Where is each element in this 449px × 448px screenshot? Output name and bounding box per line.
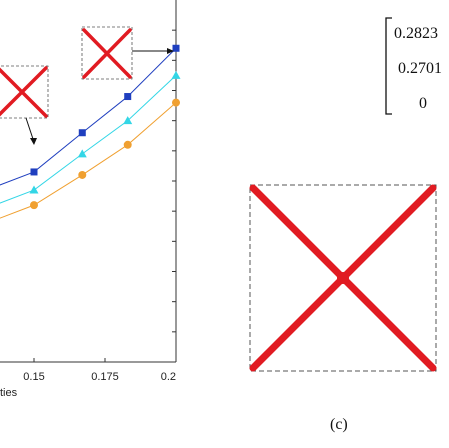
inset-cross-top: [81, 26, 133, 80]
y-tick-marks: [172, 29, 176, 333]
matrix-fragment: 0.2823 0.2701 0: [385, 17, 442, 115]
data-point-square: [78, 129, 86, 137]
x-axis-label: ties: [0, 387, 18, 399]
data-point-circle: [123, 140, 132, 149]
data-point-circle: [78, 170, 87, 179]
data-point-triangle: [77, 149, 87, 158]
line-chart: 0.15 0.175 0.2 ties: [0, 0, 181, 399]
data-point-triangle: [171, 70, 181, 79]
arrow-top-head: [167, 48, 174, 54]
matrix-row-2: 0.2701: [398, 60, 442, 77]
matrix-row-3: 0: [419, 95, 427, 112]
series-line-1: [0, 75, 177, 204]
x-tick-label: 0.2: [161, 371, 176, 383]
x-ticks: 0.15 0.175 0.2: [23, 358, 177, 383]
data-point-square: [124, 93, 132, 101]
data-point-square: [172, 44, 180, 52]
data-point-triangle: [123, 116, 133, 125]
data-point-circle: [172, 98, 180, 107]
matrix-row-1: 0.2823: [394, 25, 438, 42]
data-point-circle: [30, 201, 38, 210]
arrow-left-head: [30, 138, 37, 145]
panel-c-frame: [249, 184, 437, 372]
inset-cross-left: [0, 65, 49, 119]
panel-c-caption: (c): [330, 416, 348, 433]
matrix-left-bracket: [385, 17, 392, 115]
series-layer: [0, 44, 181, 219]
x-tick-label: 0.15: [23, 371, 44, 383]
data-point-square: [30, 168, 38, 176]
cross-joint: [337, 272, 349, 284]
x-tick-label: 0.175: [91, 371, 119, 383]
data-point-triangle: [29, 185, 39, 194]
panel-c-cross: [249, 184, 437, 372]
